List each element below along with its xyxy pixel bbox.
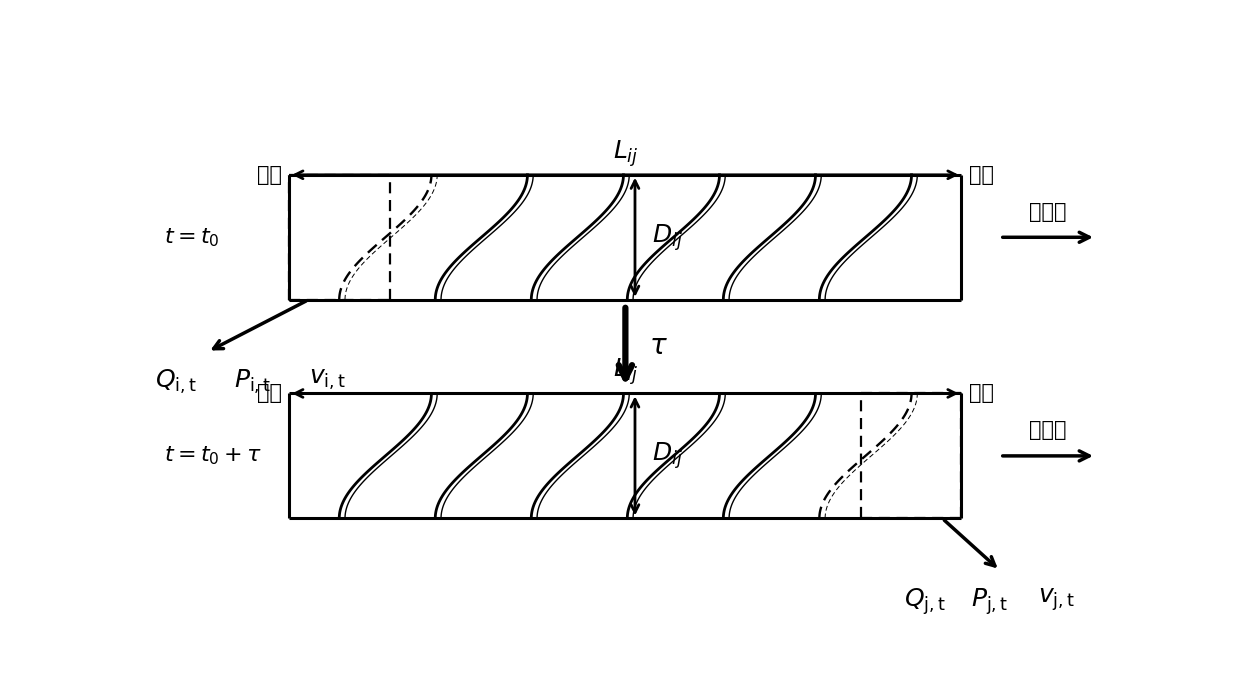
Text: 天然气: 天然气 <box>1030 420 1067 440</box>
Text: 出口: 出口 <box>969 165 994 185</box>
Text: $P_{\rm j,t}$: $P_{\rm j,t}$ <box>971 586 1009 617</box>
Text: $D_{ij}$: $D_{ij}$ <box>652 441 683 471</box>
Text: $L_{ij}$: $L_{ij}$ <box>612 356 638 387</box>
Text: $v_{\rm j,t}$: $v_{\rm j,t}$ <box>1038 586 1075 612</box>
Text: $\tau$: $\tau$ <box>649 333 668 360</box>
Text: $P_{\rm i,t}$: $P_{\rm i,t}$ <box>234 368 271 395</box>
Text: $D_{ij}$: $D_{ij}$ <box>652 222 683 253</box>
Text: 天然气: 天然气 <box>1030 201 1067 222</box>
Text: 出口: 出口 <box>969 383 994 404</box>
Text: $Q_{\rm j,t}$: $Q_{\rm j,t}$ <box>904 586 945 617</box>
Text: 入口: 入口 <box>256 383 281 404</box>
Text: $Q_{\rm i,t}$: $Q_{\rm i,t}$ <box>155 368 197 395</box>
Text: $v_{\rm i,t}$: $v_{\rm i,t}$ <box>309 368 346 391</box>
Text: 入口: 入口 <box>256 165 281 185</box>
Text: $t = t_0$: $t = t_0$ <box>165 226 221 249</box>
Text: $t = t_0+\tau$: $t = t_0+\tau$ <box>165 445 263 467</box>
Text: $L_{ij}$: $L_{ij}$ <box>612 138 638 168</box>
